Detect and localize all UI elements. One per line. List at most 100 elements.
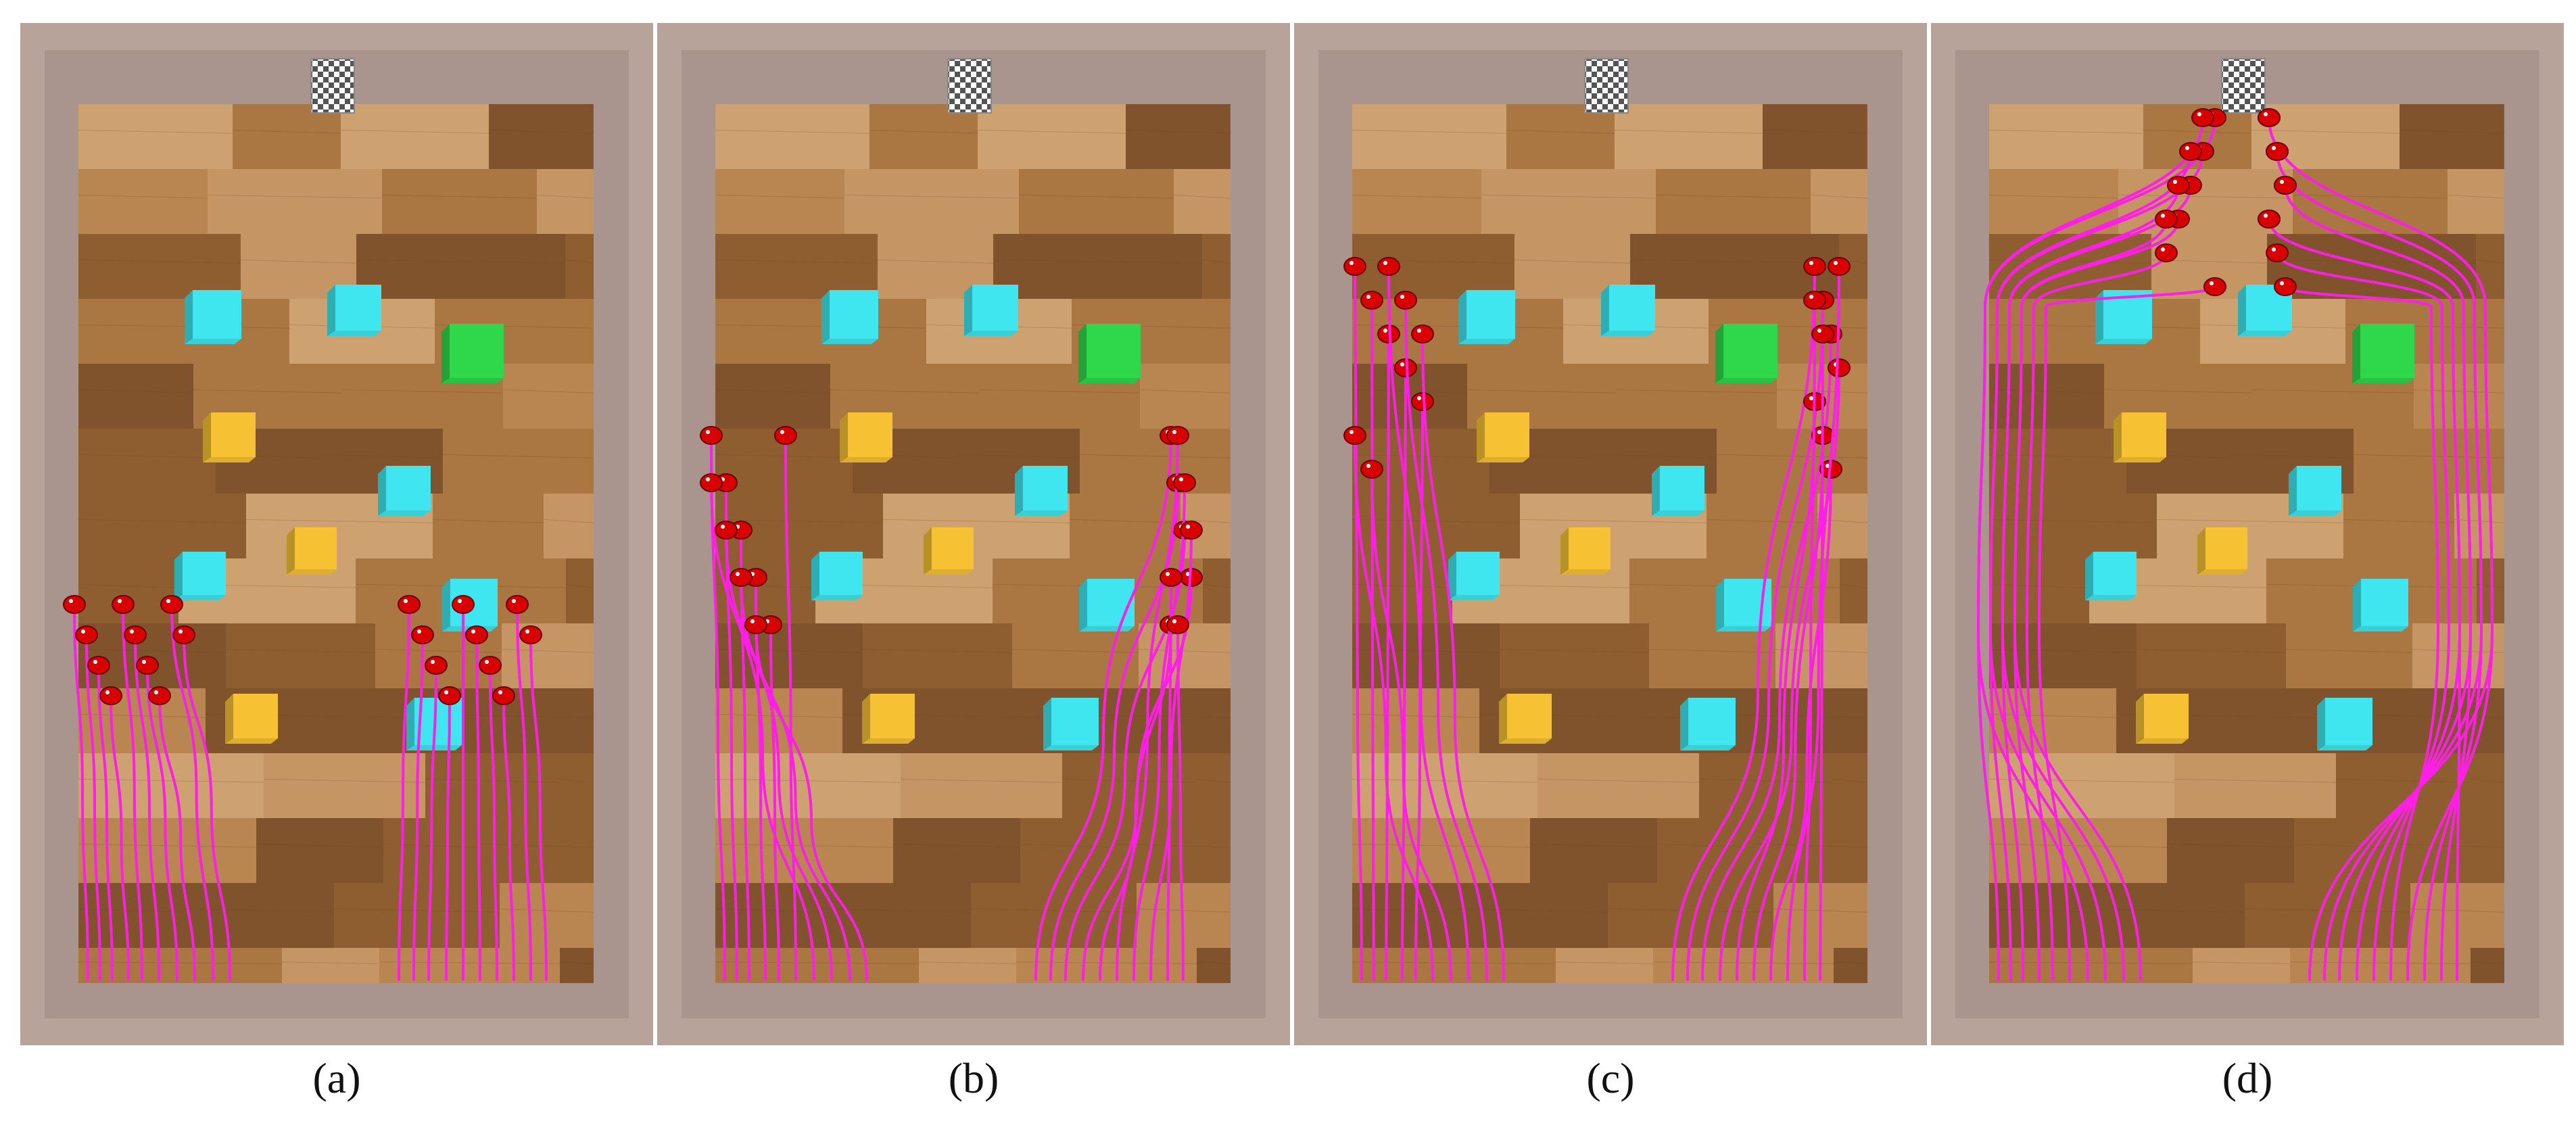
robot-marker (730, 568, 753, 587)
robot-trajectory (1116, 434, 1179, 981)
robot-marker (1343, 426, 1366, 445)
robot-trajectory (1370, 299, 1375, 981)
robot-trajectory (2284, 285, 2440, 981)
cyan-cube (821, 290, 878, 344)
robot-trajectory (502, 694, 515, 981)
checkered-goal-icon (1584, 58, 1629, 114)
robot-marker (1166, 615, 1189, 634)
robot-marker (1360, 291, 1383, 310)
robot-marker (2155, 210, 2178, 229)
panel-c-caption: (c) (1586, 1054, 1635, 1102)
robot-marker (2274, 277, 2297, 296)
robot-trajectory (85, 634, 101, 981)
cyan-cube (1652, 466, 1704, 516)
yellow-cube (1499, 694, 1552, 744)
cyan-cube (1458, 290, 1515, 344)
robot-trajectory (1387, 265, 1470, 981)
cyan-cube (327, 285, 381, 336)
robot-marker (744, 615, 767, 634)
robot-marker (700, 426, 723, 445)
robot-marker (1411, 392, 1434, 411)
robot-trajectory (1354, 265, 1363, 981)
robot-marker (2258, 210, 2281, 229)
cyan-cube (964, 285, 1018, 336)
robot-trajectory (1701, 333, 1832, 981)
robot-marker (2274, 176, 2297, 195)
robot-trajectory (134, 634, 160, 981)
green-cube (2352, 324, 2414, 383)
robot-trajectory (158, 694, 196, 981)
robot-marker (63, 595, 86, 614)
cyan-cube (1448, 552, 1500, 600)
robot-marker (715, 521, 738, 540)
robot-marker (2266, 142, 2289, 161)
robot-trajectory (427, 664, 437, 981)
yellow-cube (862, 694, 915, 744)
panel-d (1931, 23, 2564, 1045)
robot-marker (148, 686, 171, 705)
robot-marker (1166, 426, 1189, 445)
cyan-cube (1079, 579, 1135, 631)
robot-marker (519, 625, 542, 644)
robot-trajectory (146, 664, 178, 981)
robot-marker (172, 625, 195, 644)
robot-marker (1377, 257, 1400, 276)
robot-marker (124, 625, 147, 644)
yellow-cube (2136, 694, 2189, 744)
robot-marker (506, 595, 529, 614)
yellow-cube (840, 412, 892, 462)
panel-d-caption: (d) (2222, 1054, 2273, 1102)
robot-trajectory (740, 529, 750, 981)
robot-trajectory (1099, 623, 1172, 981)
robot-marker (1360, 460, 1383, 479)
robot-marker (1173, 473, 1196, 492)
yellow-cube (287, 527, 337, 575)
robot-trajectory (2268, 218, 2462, 981)
robot-marker (160, 595, 183, 614)
robot-marker (1180, 521, 1203, 540)
robot-trajectory (2276, 252, 2451, 981)
cyan-cube (378, 466, 431, 516)
robot-trajectory (1166, 576, 1172, 981)
green-cube (442, 324, 504, 383)
robot-marker (452, 595, 475, 614)
robot-trajectory (445, 694, 451, 981)
robot-trajectory (73, 603, 89, 981)
cyan-cube (1601, 285, 1655, 336)
cyan-cube (2317, 698, 2372, 750)
robot-trajectory (725, 529, 833, 981)
robot-trajectory (1421, 333, 1505, 981)
robot-trajectory (1671, 265, 1816, 981)
cyan-cube (811, 552, 863, 600)
cyan-cube (185, 290, 241, 344)
checkered-goal-icon (2221, 58, 2266, 114)
robot-marker (1828, 257, 1851, 276)
robot-marker (2258, 108, 2281, 127)
robot-trajectory (769, 623, 780, 981)
robot-trajectory (1786, 265, 1840, 981)
robot-trajectory (2284, 184, 2473, 981)
robot-trajectory (2001, 184, 2180, 981)
robot-trajectory (1354, 434, 1434, 981)
checkered-goal-icon (310, 58, 355, 114)
robot-trajectory (1385, 333, 1390, 981)
robot-marker (1411, 325, 1434, 343)
scene-view (1931, 23, 2564, 1045)
robot-trajectory (516, 603, 532, 981)
yellow-cube (225, 694, 278, 744)
yellow-cube (1477, 412, 1529, 462)
robot-marker (774, 426, 797, 445)
robot-marker (2191, 108, 2214, 127)
panel-a (20, 23, 653, 1045)
robot-trajectory (529, 634, 548, 981)
robot-marker (1803, 291, 1826, 310)
green-cube (1078, 324, 1141, 383)
green-cube (1715, 324, 1778, 383)
robot-marker (2167, 176, 2190, 195)
robot-trajectory (755, 623, 868, 981)
robot-marker (411, 625, 434, 644)
robot-trajectory (740, 576, 851, 981)
robot-marker (2155, 243, 2178, 262)
robot-marker (425, 656, 448, 675)
cyan-cube (2238, 285, 2292, 336)
